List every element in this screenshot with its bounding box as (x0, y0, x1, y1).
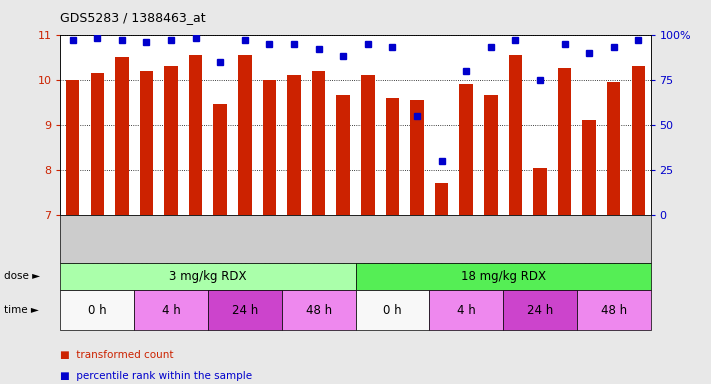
Bar (238, 55, 252, 215)
Bar (66, 80, 80, 215)
Bar (213, 104, 227, 215)
Bar (508, 55, 522, 215)
Bar (287, 75, 301, 215)
Text: 3 mg/kg RDX: 3 mg/kg RDX (169, 270, 247, 283)
Text: ■  transformed count: ■ transformed count (60, 350, 174, 360)
Bar (435, 184, 449, 215)
Text: time ►: time ► (4, 305, 38, 315)
Text: 48 h: 48 h (601, 304, 626, 316)
Bar (459, 84, 473, 215)
Bar (582, 120, 596, 215)
Bar (140, 71, 154, 215)
Bar (115, 57, 129, 215)
Text: 24 h: 24 h (232, 304, 258, 316)
Bar (557, 68, 571, 215)
Bar (90, 73, 104, 215)
Bar (361, 75, 375, 215)
Text: GDS5283 / 1388463_at: GDS5283 / 1388463_at (60, 12, 206, 25)
Bar (484, 96, 498, 215)
Text: ■  percentile rank within the sample: ■ percentile rank within the sample (60, 371, 252, 381)
Bar (336, 96, 350, 215)
Bar (410, 100, 424, 215)
Bar (533, 168, 547, 215)
Text: 4 h: 4 h (161, 304, 181, 316)
Text: 0 h: 0 h (383, 304, 402, 316)
Bar (189, 55, 203, 215)
Text: 4 h: 4 h (456, 304, 476, 316)
Bar (262, 80, 276, 215)
Text: 48 h: 48 h (306, 304, 331, 316)
Bar (607, 82, 621, 215)
Bar (631, 66, 645, 215)
Bar (164, 66, 178, 215)
Text: 18 mg/kg RDX: 18 mg/kg RDX (461, 270, 545, 283)
Text: dose ►: dose ► (4, 271, 40, 281)
Bar (312, 71, 326, 215)
Text: 24 h: 24 h (527, 304, 553, 316)
Bar (385, 98, 399, 215)
Text: 0 h: 0 h (88, 304, 107, 316)
